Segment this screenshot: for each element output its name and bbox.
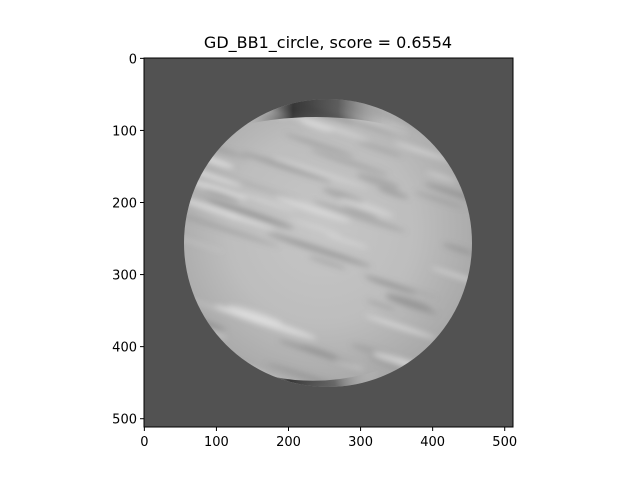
image-area [143,57,514,428]
x-tick-label: 100 [204,435,229,450]
figure-title: GD_BB1_circle, score = 0.6554 [204,33,452,53]
y-tick-label: 500 [112,413,137,428]
image-frame [143,57,514,428]
x-tick-label: 200 [276,435,301,450]
x-tick-label: 300 [348,435,373,450]
y-tick-label: 400 [112,341,137,356]
y-tick-label: 300 [112,269,137,284]
x-tick-label: 0 [140,435,148,450]
x-axis: 0 100 200 300 400 500 [140,427,517,450]
y-tick-label: 200 [112,197,137,212]
x-tick-label: 400 [420,435,445,450]
y-tick-label: 100 [112,124,137,139]
y-tick-label: 0 [129,52,137,67]
x-tick-label: 500 [492,435,517,450]
y-axis: 0 100 200 300 400 500 [112,52,144,428]
